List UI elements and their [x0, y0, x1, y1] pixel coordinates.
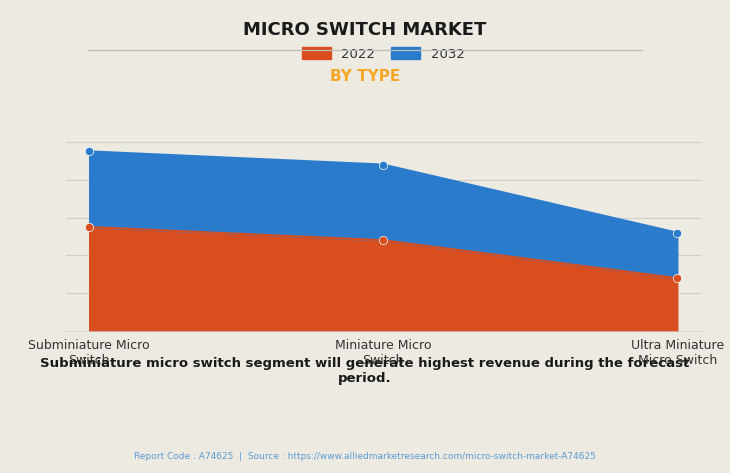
Text: Subminiature micro switch segment will generate highest revenue during the forec: Subminiature micro switch segment will g… [40, 357, 690, 385]
Text: BY TYPE: BY TYPE [330, 69, 400, 84]
Text: Report Code : A74625  |  Source : https://www.alliedmarketresearch.com/micro-swi: Report Code : A74625 | Source : https://… [134, 452, 596, 461]
Text: MICRO SWITCH MARKET: MICRO SWITCH MARKET [243, 21, 487, 39]
Legend: 2022, 2032: 2022, 2032 [296, 42, 470, 66]
